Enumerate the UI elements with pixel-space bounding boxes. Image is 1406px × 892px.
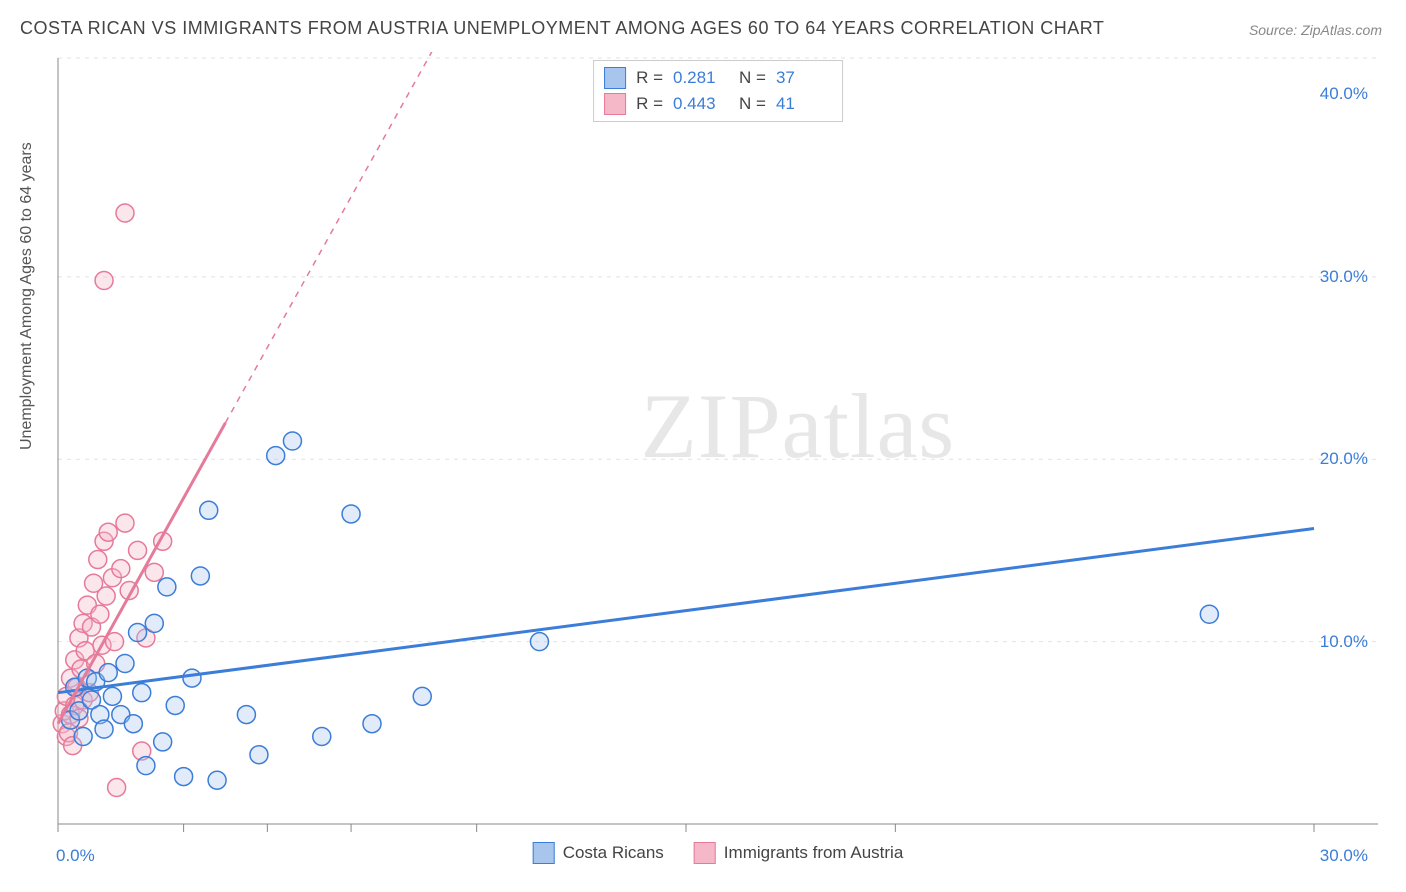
x-tick-label: 30.0% (1320, 846, 1368, 866)
r-label: R = (636, 94, 663, 114)
swatch-icon (604, 67, 626, 89)
legend-label: Immigrants from Austria (724, 843, 904, 863)
n-label: N = (739, 68, 766, 88)
series-legend: Costa Ricans Immigrants from Austria (533, 842, 904, 864)
legend-row: R = 0.281 N = 37 (604, 65, 832, 91)
legend-item: Immigrants from Austria (694, 842, 904, 864)
y-axis-label: Unemployment Among Ages 60 to 64 years (18, 142, 36, 450)
chart-source: Source: ZipAtlas.com (1249, 22, 1382, 38)
correlation-legend: R = 0.281 N = 37 R = 0.443 N = 41 (593, 60, 843, 122)
swatch-icon (604, 93, 626, 115)
swatch-icon (694, 842, 716, 864)
legend-label: Costa Ricans (563, 843, 664, 863)
r-value: 0.443 (673, 94, 729, 114)
r-label: R = (636, 68, 663, 88)
n-label: N = (739, 94, 766, 114)
x-tick-label: 0.0% (56, 846, 95, 866)
chart-title: COSTA RICAN VS IMMIGRANTS FROM AUSTRIA U… (20, 18, 1104, 39)
swatch-icon (533, 842, 555, 864)
n-value: 37 (776, 68, 832, 88)
y-tick-label: 40.0% (1320, 84, 1368, 104)
legend-item: Costa Ricans (533, 842, 664, 864)
legend-row: R = 0.443 N = 41 (604, 91, 832, 117)
y-tick-label: 20.0% (1320, 449, 1368, 469)
chart-area: ZIPatlas R = 0.281 N = 37 R = 0.443 N = … (52, 52, 1384, 864)
r-value: 0.281 (673, 68, 729, 88)
y-tick-label: 30.0% (1320, 267, 1368, 287)
scatter-plot (52, 52, 1384, 864)
n-value: 41 (776, 94, 832, 114)
y-tick-label: 10.0% (1320, 632, 1368, 652)
